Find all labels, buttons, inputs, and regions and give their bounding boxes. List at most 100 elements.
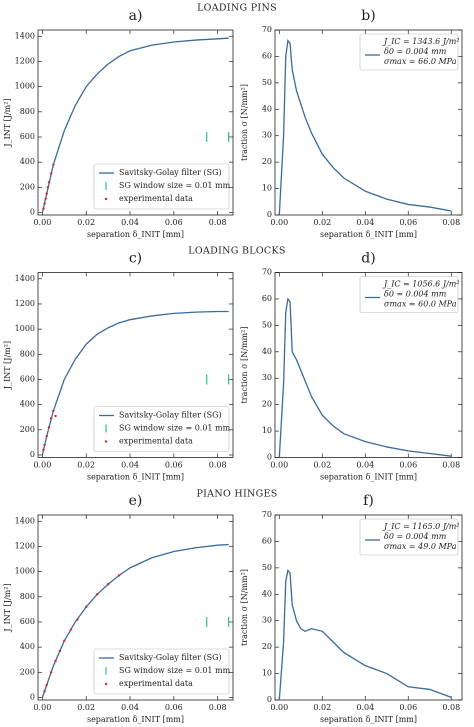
panel-label: e) xyxy=(129,493,143,509)
data-point xyxy=(52,163,55,166)
x-tick-label: 0.02 xyxy=(77,218,95,227)
y-tick-label: 400 xyxy=(20,157,35,166)
y-tick-label: 0 xyxy=(30,450,35,459)
x-tick-label: 0.08 xyxy=(442,703,460,712)
data-line xyxy=(41,37,229,213)
x-tick-label: 0.02 xyxy=(77,461,95,470)
legend-box xyxy=(359,33,459,71)
data-point xyxy=(85,605,88,609)
data-point xyxy=(54,414,57,418)
y-axis-label: traction σ [N/mm²] xyxy=(240,569,249,646)
x-tick-label: 0.06 xyxy=(165,461,183,470)
annotation: δ0 = 0.004 mm xyxy=(384,532,447,541)
y-tick-label: 10 xyxy=(262,426,272,435)
y-tick-label: 40 xyxy=(262,589,272,598)
x-tick-label: 0.08 xyxy=(442,218,460,227)
x-tick-label: 0.04 xyxy=(121,218,139,227)
panel-label: a) xyxy=(129,8,143,24)
data-point xyxy=(45,683,48,687)
data-point xyxy=(52,409,55,413)
x-tick-label: 0.06 xyxy=(399,461,417,470)
x-tick-label: 0.02 xyxy=(77,703,95,712)
legend-swatch xyxy=(104,197,108,201)
data-point xyxy=(42,207,45,210)
y-tick-label: 1200 xyxy=(15,541,35,550)
x-tick-label: 0.02 xyxy=(313,218,331,227)
y-tick-label: 800 xyxy=(20,349,35,358)
legend-swatch xyxy=(104,682,108,686)
data-point xyxy=(54,659,57,663)
data-point xyxy=(43,202,46,205)
x-tick-label: 0.06 xyxy=(165,218,183,227)
y-tick-label: 50 xyxy=(262,563,272,572)
x-tick-label: 0.04 xyxy=(356,703,374,712)
data-point xyxy=(95,593,99,596)
annotation: J_IC = 1343.6 J/m² xyxy=(382,37,460,46)
data-point xyxy=(44,197,47,200)
y-tick-label: 20 xyxy=(262,642,272,651)
data-point xyxy=(45,434,48,438)
data-line xyxy=(278,569,452,701)
legend-label: SG window size = 0.01 mm xyxy=(119,181,231,190)
panel-label: c) xyxy=(129,251,142,267)
data-point xyxy=(63,639,66,643)
legend-box xyxy=(359,518,459,556)
y-tick-label: 30 xyxy=(262,131,272,140)
y-tick-label: 10 xyxy=(262,184,272,193)
legend-label: Savitsky-Golay filter (SG) xyxy=(119,411,222,420)
legend-box xyxy=(359,276,459,313)
plot-frame xyxy=(274,272,463,458)
annotation: J_IC = 1165.0 J/m² xyxy=(382,522,460,531)
x-axis-label: separation δ_INIT [mm] xyxy=(87,715,184,724)
y-axis-label: J_INT [J/m²] xyxy=(3,98,12,147)
y-tick-label: 1000 xyxy=(15,567,35,576)
legend-box xyxy=(93,406,230,452)
plot-frame xyxy=(274,514,463,701)
y-tick-label: 200 xyxy=(20,667,35,676)
x-axis-label: separation δ_INIT [mm] xyxy=(87,473,184,482)
legend-label: Savitsky-Golay filter (SG) xyxy=(119,653,222,662)
x-axis-label: separation δ_INIT [mm] xyxy=(87,230,184,239)
section-title: PIANO HINGES xyxy=(196,489,277,500)
x-tick-label: 0.08 xyxy=(209,703,227,712)
y-tick-label: 0 xyxy=(267,453,272,462)
data-point xyxy=(47,426,51,429)
legend-label: SG window size = 0.01 mm xyxy=(119,666,231,675)
annotation: σmax = 60.0 MPa xyxy=(384,300,457,309)
y-tick-label: 20 xyxy=(262,157,272,166)
y-tick-label: 600 xyxy=(20,374,35,383)
y-tick-label: 1000 xyxy=(15,324,35,333)
legend-label: Savitsky-Golay filter (SG) xyxy=(119,168,222,177)
y-tick-label: 10 xyxy=(262,669,272,678)
data-point xyxy=(49,417,53,420)
y-tick-label: 800 xyxy=(20,592,35,601)
section-title: LOADING PINS xyxy=(197,3,277,14)
y-tick-label: 60 xyxy=(262,294,272,303)
y-tick-label: 600 xyxy=(20,617,35,626)
plot-frame xyxy=(37,514,234,701)
y-tick-label: 200 xyxy=(20,425,35,434)
y-tick-label: 0 xyxy=(30,207,35,216)
y-axis-label: J_INT [J/m²] xyxy=(3,341,12,390)
y-tick-label: 1400 xyxy=(15,516,35,525)
x-tick-label: 0.00 xyxy=(33,218,51,227)
plot-frame xyxy=(274,29,463,216)
data-point xyxy=(49,172,53,175)
legend-box xyxy=(93,648,230,695)
x-tick-label: 0.04 xyxy=(121,703,139,712)
x-axis-label: separation δ_INIT [mm] xyxy=(320,473,417,482)
y-tick-label: 200 xyxy=(20,182,35,191)
annotation: δ0 = 0.004 mm xyxy=(384,47,447,56)
y-tick-label: 60 xyxy=(262,51,272,60)
panel-label: d) xyxy=(361,251,375,267)
x-axis-label: separation δ_INIT [mm] xyxy=(320,715,417,724)
data-point xyxy=(43,443,46,447)
y-tick-label: 0 xyxy=(267,695,272,704)
data-point xyxy=(117,574,121,577)
y-tick-label: 1400 xyxy=(15,31,35,40)
legend-swatch xyxy=(104,440,108,443)
y-tick-label: 70 xyxy=(262,25,272,34)
x-tick-label: 0.04 xyxy=(121,461,139,470)
y-tick-label: 70 xyxy=(262,510,272,519)
